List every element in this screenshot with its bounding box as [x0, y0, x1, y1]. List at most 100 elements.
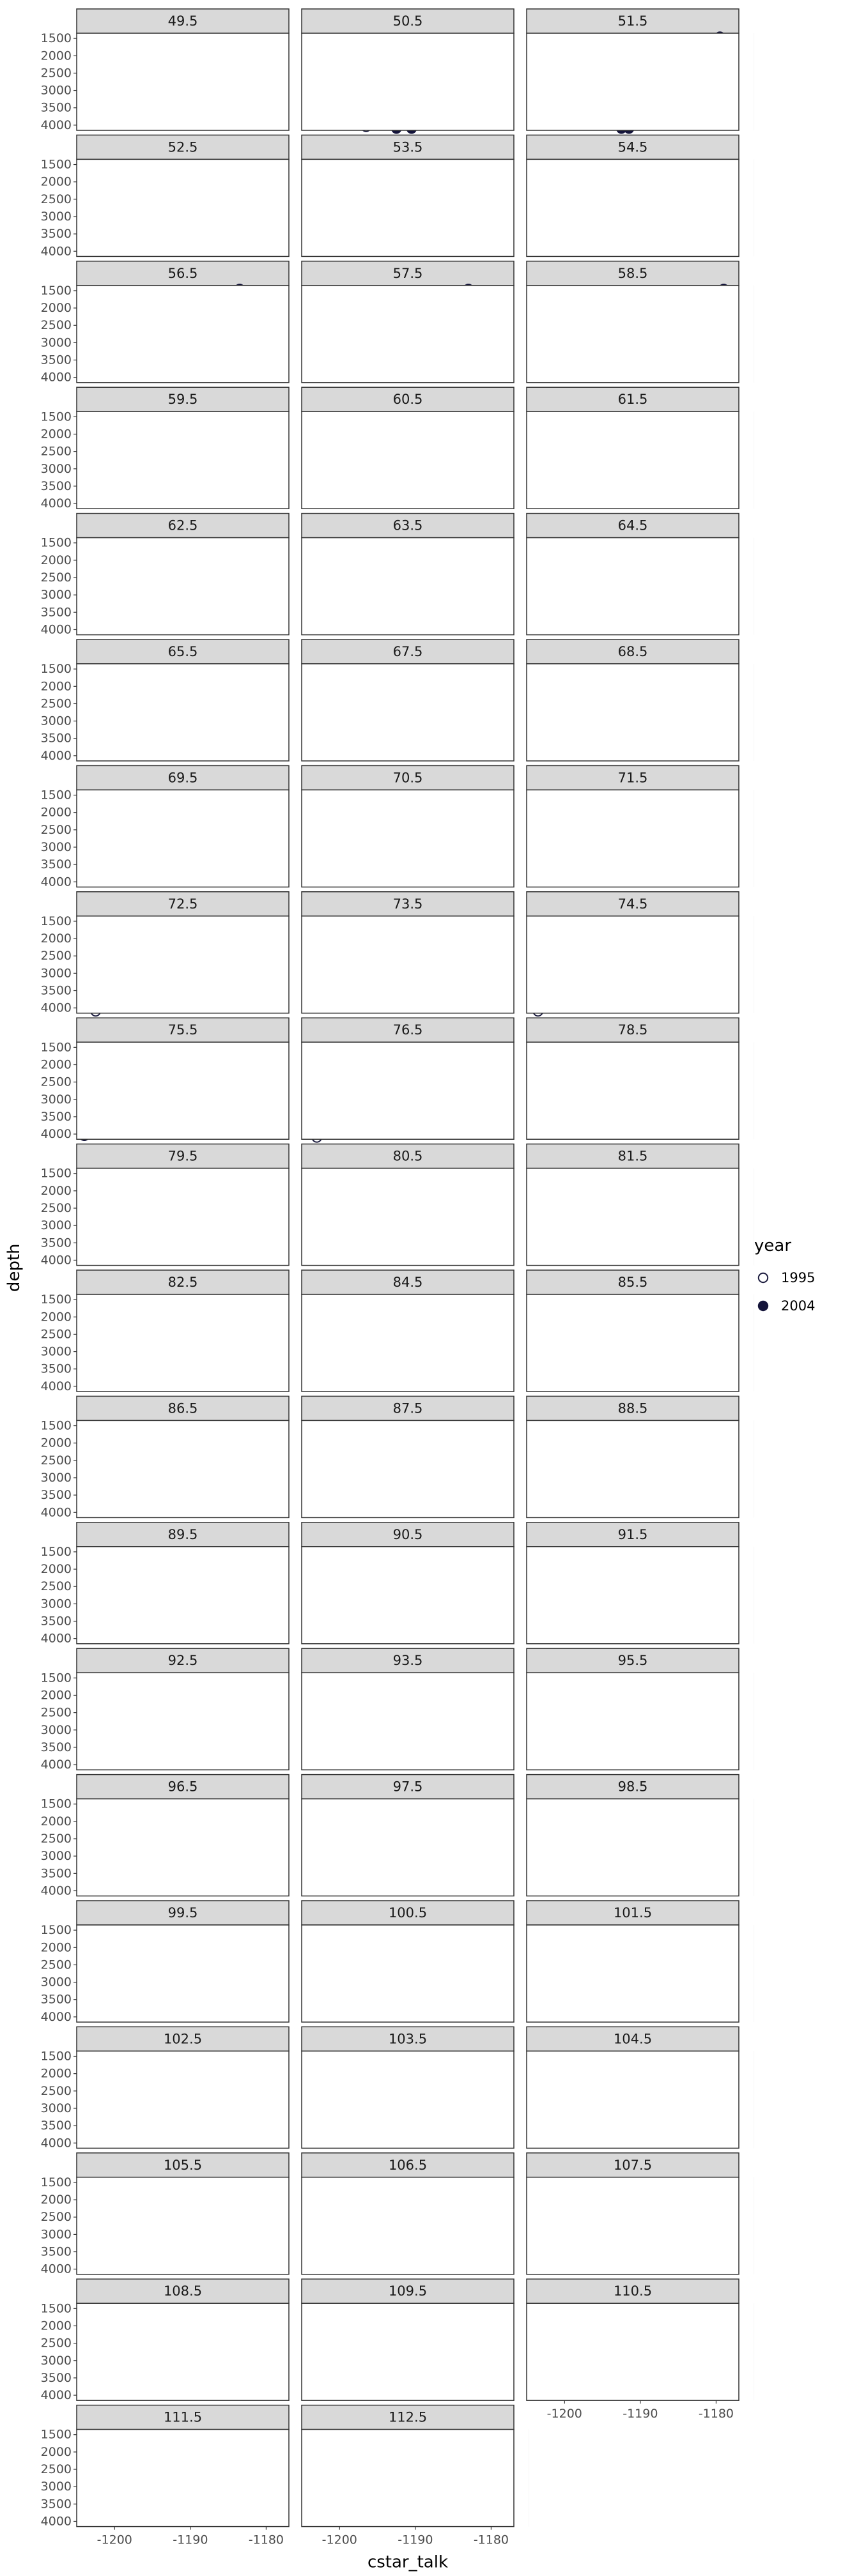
- y-tick-label: 3500: [41, 2497, 72, 2511]
- facet-panel: 104.5: [526, 2026, 755, 2149]
- facet-strip-label: 84.5: [393, 1275, 423, 1290]
- y-tick-label: 3500: [41, 101, 72, 115]
- facet-strip: [526, 8, 739, 34]
- panel-border: [301, 2050, 515, 2149]
- facet-strip: [76, 1395, 290, 1422]
- facet-panel: 91.5: [526, 1522, 755, 1644]
- facet-panel: 99.5 1500 2000 2500 3000 3500 4000: [41, 1900, 305, 2024]
- facet-strip-label: 87.5: [393, 1400, 423, 1416]
- panel-border: [301, 1924, 515, 2023]
- y-tick-label: 4000: [41, 875, 72, 889]
- facet-strip: [301, 1900, 515, 1926]
- x-tick-label: -1180: [474, 2533, 509, 2547]
- y-tick-label: 2000: [41, 931, 72, 946]
- panel-border: [526, 1167, 739, 1266]
- panel-border: [526, 537, 739, 636]
- facet-panel: 53.5: [301, 134, 530, 257]
- legend-title: year: [754, 1236, 791, 1255]
- facet-strip: [526, 2026, 739, 2052]
- y-tick-label: 4000: [41, 496, 72, 510]
- y-tick-label: 1500: [41, 1545, 72, 1559]
- facet-panel: 105.5 1500 2000 2500 3000 3500 4000: [41, 2152, 305, 2276]
- facet-strip-label: 49.5: [168, 13, 198, 29]
- y-tick-label: 4000: [41, 1632, 72, 1646]
- panel-border: [526, 285, 739, 383]
- y-tick-label: 3500: [41, 2245, 72, 2259]
- y-tick-label: 4000: [41, 371, 72, 385]
- facet-strip: [301, 387, 515, 412]
- y-tick-label: 2500: [41, 2462, 72, 2476]
- panel-border: [526, 1924, 739, 2023]
- y-tick-label: 3500: [41, 1993, 72, 2007]
- facet-strip: [301, 261, 515, 286]
- y-tick-label: 1500: [41, 158, 72, 172]
- facet-strip-label: 88.5: [618, 1400, 648, 1416]
- panel-border: [526, 663, 739, 762]
- facet-panel: 82.5 1500 2000 2500 3000 3500 4000: [41, 1269, 305, 1393]
- facet-strip-label: 59.5: [168, 392, 198, 407]
- panel-border: [526, 33, 739, 131]
- facet-strip: [301, 2278, 515, 2304]
- facet-strip-label: 50.5: [393, 13, 423, 29]
- facet-strip-label: 81.5: [618, 1149, 648, 1164]
- panel-border: [76, 1294, 290, 1392]
- facet-strip: [526, 387, 739, 412]
- panel-border: [301, 2177, 515, 2275]
- facet-strip-label: 89.5: [168, 1527, 198, 1542]
- y-tick-label: 3500: [41, 732, 72, 746]
- facet-strip-label: 104.5: [614, 2031, 652, 2046]
- x-tick-label: -1190: [173, 2533, 208, 2547]
- facet-panel: 52.5 1500 2000 2500 3000 3500 4000: [41, 134, 305, 258]
- facet-panel: 61.5: [526, 387, 755, 509]
- facet-strip-label: 91.5: [618, 1527, 648, 1542]
- panel-border: [76, 411, 290, 509]
- y-tick-label: 1500: [41, 31, 72, 45]
- facet-panel: 110.5: [526, 2278, 755, 2401]
- y-tick-label: 2000: [41, 1057, 72, 1071]
- y-tick-label: 1500: [41, 2050, 72, 2064]
- facet-strip-label: 92.5: [168, 1653, 198, 1668]
- facet-strip-label: 62.5: [168, 518, 198, 533]
- facet-strip: [76, 2152, 290, 2178]
- facet-strip-label: 107.5: [614, 2158, 652, 2173]
- facet-panel: 102.5 1500 2000 2500 3000 3500 4000: [41, 2026, 305, 2150]
- facet-panel: 106.5: [301, 2152, 530, 2275]
- facet-strip-label: 101.5: [614, 1905, 652, 1920]
- facet-panels: 49.5 1500 2000 2500 3000 3500 4000 50.5 51.5 52.5…: [41, 8, 755, 2528]
- facet-strip: [76, 261, 290, 286]
- facet-strip: [76, 8, 290, 34]
- y-tick-label: 4000: [41, 1505, 72, 1519]
- y-tick-label: 2500: [41, 2084, 72, 2098]
- y-tick-label: 1500: [41, 662, 72, 676]
- y-tick-label: 3500: [41, 605, 72, 619]
- y-tick-label: 2500: [41, 445, 72, 459]
- panel-border: [76, 1546, 290, 1644]
- facet-strip-label: 71.5: [618, 770, 648, 785]
- facet-panel: 87.5: [301, 1395, 530, 1519]
- panel-border: [76, 789, 290, 888]
- panel-border: [76, 663, 290, 762]
- facet-strip-label: 106.5: [389, 2158, 427, 2173]
- legend-label-2004: 2004: [781, 1298, 815, 1314]
- y-tick-label: 1500: [41, 788, 72, 802]
- panel-border: [301, 1294, 515, 1392]
- facet-strip: [301, 1774, 515, 1800]
- facet-panel: 64.5: [526, 512, 755, 636]
- facet-strip: [301, 891, 515, 917]
- facet-strip-label: 112.5: [389, 2410, 427, 2425]
- facet-panel: 68.5: [526, 639, 755, 762]
- facet-strip-label: 95.5: [618, 1653, 648, 1668]
- facet-panel: 86.5 1500 2000 2500 3000 3500 4000: [41, 1395, 305, 1519]
- y-tick-label: 2500: [41, 1832, 72, 1846]
- y-tick-label: 3000: [41, 1345, 72, 1359]
- facet-strip: [526, 1395, 739, 1422]
- facet-strip-label: 69.5: [168, 770, 198, 785]
- panel-border: [301, 1798, 515, 1897]
- facet-strip: [526, 1774, 739, 1800]
- facet-strip-label: 53.5: [393, 139, 423, 155]
- y-tick-label: 4000: [41, 2262, 72, 2276]
- facet-strip: [76, 2278, 290, 2304]
- y-tick-label: 2500: [41, 1453, 72, 1468]
- facet-panel: 89.5 1500 2000 2500 3000 3500 4000: [41, 1522, 305, 1646]
- panel-border: [76, 1672, 290, 1770]
